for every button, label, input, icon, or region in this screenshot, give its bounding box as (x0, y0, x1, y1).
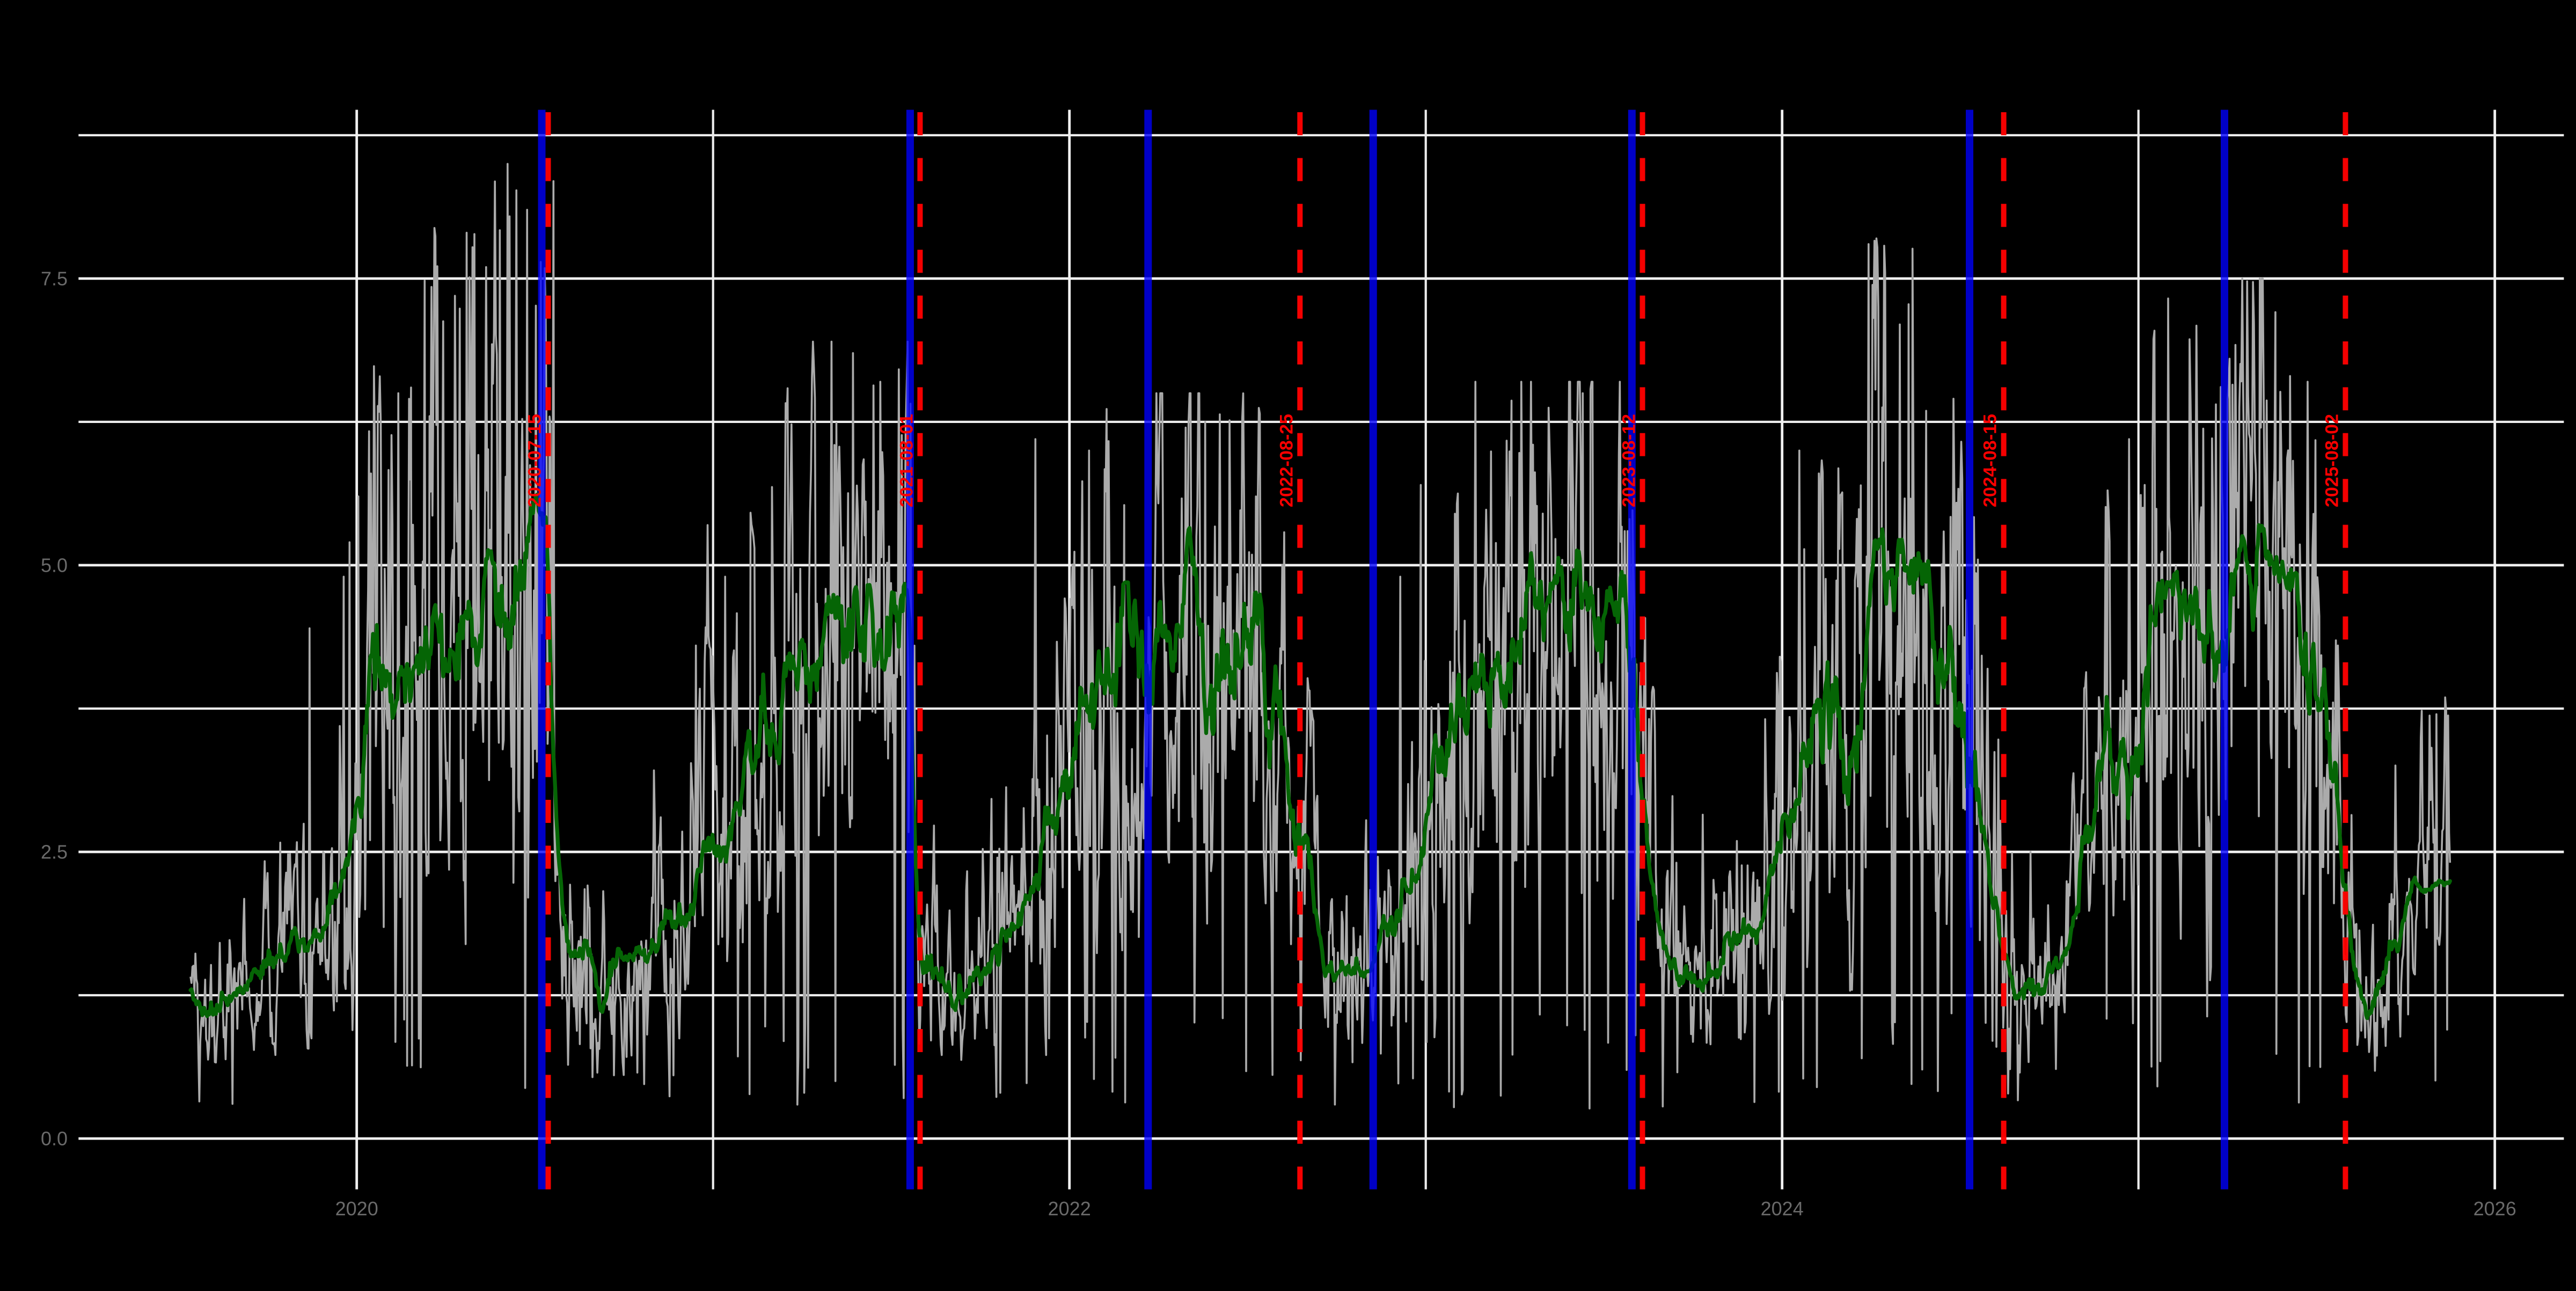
svg-text:2021-08-01: 2021-08-01 (896, 414, 917, 507)
svg-text:7.5: 7.5 (41, 267, 68, 289)
svg-text:2025-08-02: 2025-08-02 (2322, 414, 2342, 507)
svg-text:2024-08-15: 2024-08-15 (1980, 414, 2001, 507)
svg-text:2020: 2020 (335, 1198, 378, 1220)
svg-text:2022-08-25: 2022-08-25 (1276, 414, 1297, 507)
svg-text:2020-07-15: 2020-07-15 (525, 414, 545, 507)
svg-text:2.5: 2.5 (41, 841, 68, 863)
svg-text:2024: 2024 (1761, 1198, 1804, 1220)
svg-text:2023-08-12: 2023-08-12 (1619, 414, 1640, 507)
svg-text:2026: 2026 (2473, 1198, 2516, 1220)
svg-text:2022: 2022 (1048, 1198, 1091, 1220)
svg-text:5.0: 5.0 (41, 554, 68, 576)
svg-text:0.0: 0.0 (41, 1128, 68, 1150)
